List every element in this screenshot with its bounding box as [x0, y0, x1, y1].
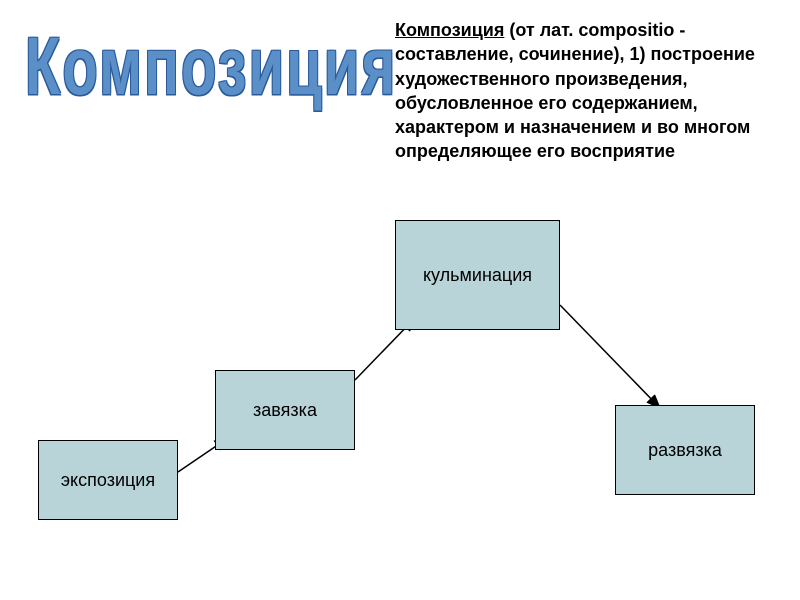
definition-term: Композиция	[395, 20, 504, 40]
node-razvyazka: развязка	[615, 405, 755, 495]
definition-body: (от лат. compositio - составление, сочин…	[395, 20, 755, 161]
arrow	[560, 305, 660, 408]
slide-canvas: Композиция Композиция (от лат. compositi…	[0, 0, 800, 600]
definition-text: Композиция (от лат. compositio - составл…	[395, 18, 765, 164]
node-exposition: экспозиция	[38, 440, 178, 520]
node-culmination: кульминация	[395, 220, 560, 330]
slide-title: Композиция	[25, 20, 397, 114]
node-zavyazka: завязка	[215, 370, 355, 450]
